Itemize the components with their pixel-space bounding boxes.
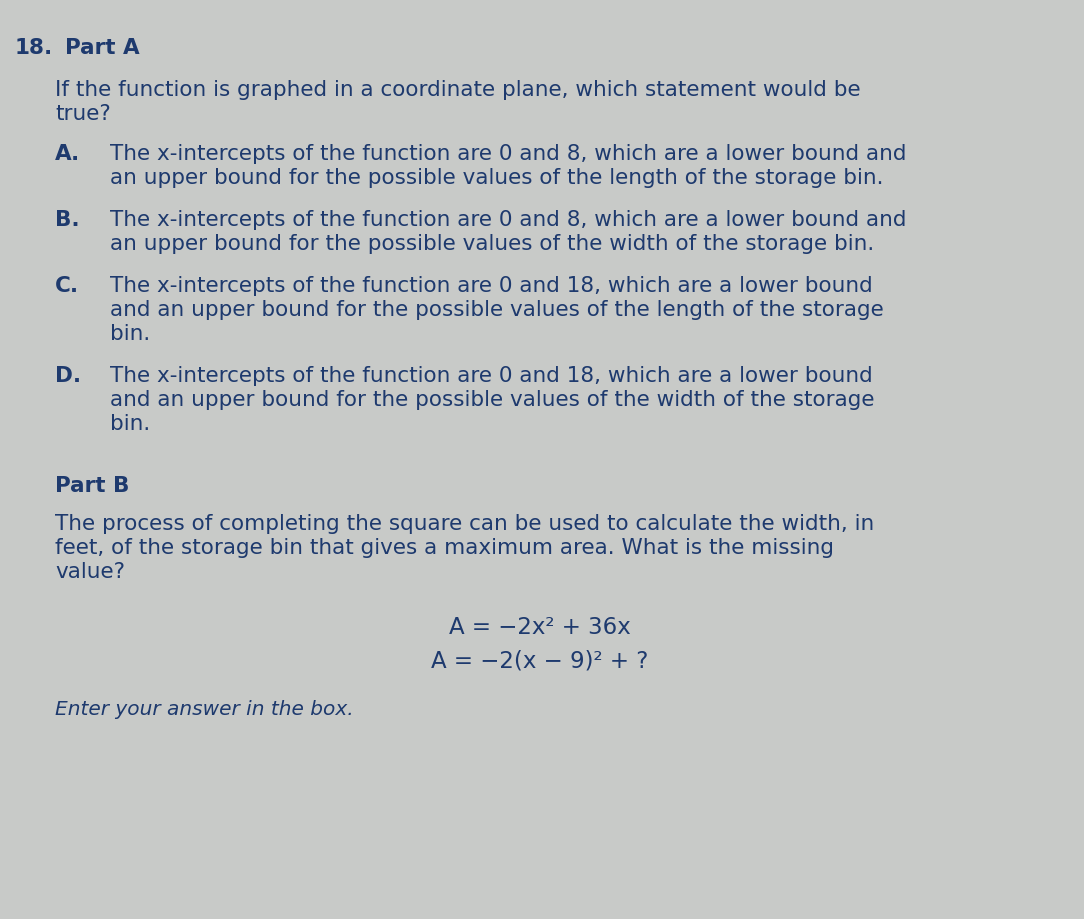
Text: an upper bound for the possible values of the length of the storage bin.: an upper bound for the possible values o… — [109, 168, 883, 187]
Text: A = −2(x − 9)² + ?: A = −2(x − 9)² + ? — [431, 650, 648, 673]
Text: Part A: Part A — [65, 38, 140, 58]
Text: The x-intercepts of the function are 0 and 18, which are a lower bound: The x-intercepts of the function are 0 a… — [109, 366, 873, 386]
Text: bin.: bin. — [109, 323, 151, 344]
Text: feet, of the storage bin that gives a maximum area. What is the missing: feet, of the storage bin that gives a ma… — [55, 538, 834, 558]
Text: A.: A. — [55, 144, 80, 164]
Text: an upper bound for the possible values of the width of the storage bin.: an upper bound for the possible values o… — [109, 233, 875, 254]
Text: The process of completing the square can be used to calculate the width, in: The process of completing the square can… — [55, 514, 875, 533]
Text: true?: true? — [55, 104, 111, 124]
Text: Enter your answer in the box.: Enter your answer in the box. — [55, 699, 353, 719]
Text: D.: D. — [55, 366, 81, 386]
Text: If the function is graphed in a coordinate plane, which statement would be: If the function is graphed in a coordina… — [55, 80, 861, 100]
Text: A = −2x² + 36x: A = −2x² + 36x — [449, 616, 631, 639]
Text: 18.: 18. — [15, 38, 53, 58]
Text: bin.: bin. — [109, 414, 151, 434]
Text: value?: value? — [55, 562, 125, 582]
Text: Part B: Part B — [55, 475, 129, 495]
Text: The x-intercepts of the function are 0 and 8, which are a lower bound and: The x-intercepts of the function are 0 a… — [109, 210, 906, 230]
Text: and an upper bound for the possible values of the length of the storage: and an upper bound for the possible valu… — [109, 300, 883, 320]
Text: B.: B. — [55, 210, 79, 230]
Text: The x-intercepts of the function are 0 and 18, which are a lower bound: The x-intercepts of the function are 0 a… — [109, 276, 873, 296]
Text: The x-intercepts of the function are 0 and 8, which are a lower bound and: The x-intercepts of the function are 0 a… — [109, 144, 906, 164]
Text: C.: C. — [55, 276, 79, 296]
Text: and an upper bound for the possible values of the width of the storage: and an upper bound for the possible valu… — [109, 390, 875, 410]
